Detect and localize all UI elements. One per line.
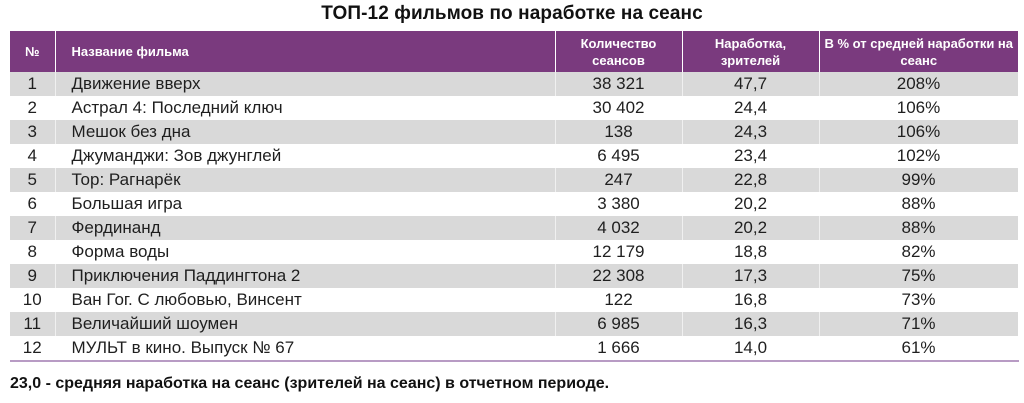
cell-num: 6 bbox=[10, 192, 56, 216]
cell-film-name: Приключения Паддингтона 2 bbox=[55, 264, 556, 288]
cell-percent: 106% bbox=[819, 120, 1019, 144]
cell-sessions: 122 bbox=[555, 288, 683, 312]
cell-per-session: 17,3 bbox=[682, 264, 820, 288]
column-header-sessions: Количество сеансов bbox=[555, 31, 683, 72]
table-row: 8 Форма воды 12 179 18,8 82% bbox=[10, 240, 1019, 264]
cell-film-name: Ван Гог. С любовью, Винсент bbox=[55, 288, 556, 312]
cell-num: 11 bbox=[10, 312, 56, 336]
cell-per-session: 20,2 bbox=[682, 216, 820, 240]
cell-sessions: 1 666 bbox=[555, 336, 683, 362]
cell-film-name: Большая игра bbox=[55, 192, 556, 216]
cell-sessions: 138 bbox=[555, 120, 683, 144]
cell-per-session: 23,4 bbox=[682, 144, 820, 168]
cell-sessions: 247 bbox=[555, 168, 683, 192]
table-row: 4 Джуманджи: Зов джунглей 6 495 23,4 102… bbox=[10, 144, 1019, 168]
cell-per-session: 24,4 bbox=[682, 96, 820, 120]
table-row: 6 Большая игра 3 380 20,2 88% bbox=[10, 192, 1019, 216]
table-row: 10 Ван Гог. С любовью, Винсент 122 16,8 … bbox=[10, 288, 1019, 312]
cell-num: 5 bbox=[10, 168, 56, 192]
cell-per-session: 14,0 bbox=[682, 336, 820, 362]
cell-sessions: 22 308 bbox=[555, 264, 683, 288]
cell-percent: 208% bbox=[819, 72, 1019, 96]
cell-sessions: 30 402 bbox=[555, 96, 683, 120]
top-films-table: № Название фильма Количество сеансов Нар… bbox=[10, 31, 1019, 362]
cell-per-session: 24,3 bbox=[682, 120, 820, 144]
cell-film-name: Фердинанд bbox=[55, 216, 556, 240]
cell-percent: 88% bbox=[819, 216, 1019, 240]
cell-sessions: 3 380 bbox=[555, 192, 683, 216]
cell-sessions: 4 032 bbox=[555, 216, 683, 240]
cell-percent: 106% bbox=[819, 96, 1019, 120]
cell-num: 8 bbox=[10, 240, 56, 264]
cell-film-name: Джуманджи: Зов джунглей bbox=[55, 144, 556, 168]
cell-per-session: 47,7 bbox=[682, 72, 820, 96]
table-row: 12 МУЛЬТ в кино. Выпуск № 67 1 666 14,0 … bbox=[10, 336, 1019, 362]
cell-num: 9 bbox=[10, 264, 56, 288]
cell-per-session: 18,8 bbox=[682, 240, 820, 264]
cell-film-name: МУЛЬТ в кино. Выпуск № 67 bbox=[55, 336, 556, 362]
cell-film-name: Астрал 4: Последний ключ bbox=[55, 96, 556, 120]
column-header-name: Название фильма bbox=[55, 31, 556, 72]
table-row: 1 Движение вверх 38 321 47,7 208% bbox=[10, 72, 1019, 96]
cell-percent: 88% bbox=[819, 192, 1019, 216]
table-header-row: № Название фильма Количество сеансов Нар… bbox=[10, 31, 1018, 72]
cell-sessions: 6 985 bbox=[555, 312, 683, 336]
cell-sessions: 6 495 bbox=[555, 144, 683, 168]
column-header-num: № bbox=[10, 31, 56, 72]
column-header-per-session: Наработка, зрителей bbox=[682, 31, 820, 72]
footnote: 23,0 - средняя наработка на сеанс (зрите… bbox=[10, 375, 610, 392]
cell-film-name: Мешок без дна bbox=[55, 120, 556, 144]
cell-sessions: 12 179 bbox=[555, 240, 683, 264]
page-title: ТОП-12 фильмов по наработке на сеанс bbox=[321, 3, 703, 24]
cell-num: 4 bbox=[10, 144, 56, 168]
cell-percent: 82% bbox=[819, 240, 1019, 264]
cell-percent: 102% bbox=[819, 144, 1019, 168]
cell-percent: 99% bbox=[819, 168, 1019, 192]
table-row: 2 Астрал 4: Последний ключ 30 402 24,4 1… bbox=[10, 96, 1019, 120]
cell-per-session: 20,2 bbox=[682, 192, 820, 216]
cell-num: 12 bbox=[10, 336, 56, 362]
cell-percent: 61% bbox=[819, 336, 1019, 362]
column-header-percent: В % от средней наработки на сеанс bbox=[819, 31, 1018, 72]
table-row: 3 Мешок без дна 138 24,3 106% bbox=[10, 120, 1019, 144]
table-row: 7 Фердинанд 4 032 20,2 88% bbox=[10, 216, 1019, 240]
cell-sessions: 38 321 bbox=[555, 72, 683, 96]
cell-per-session: 16,3 bbox=[682, 312, 820, 336]
cell-film-name: Тор: Рагнарёк bbox=[55, 168, 556, 192]
cell-film-name: Величайший шоумен bbox=[55, 312, 556, 336]
cell-percent: 75% bbox=[819, 264, 1019, 288]
cell-num: 1 bbox=[10, 72, 56, 96]
cell-percent: 73% bbox=[819, 288, 1019, 312]
cell-num: 7 bbox=[10, 216, 56, 240]
cell-film-name: Форма воды bbox=[55, 240, 556, 264]
cell-num: 10 bbox=[10, 288, 56, 312]
cell-film-name: Движение вверх bbox=[55, 72, 556, 96]
table-row: 11 Величайший шоумен 6 985 16,3 71% bbox=[10, 312, 1019, 336]
cell-per-session: 16,8 bbox=[682, 288, 820, 312]
table-row: 5 Тор: Рагнарёк 247 22,8 99% bbox=[10, 168, 1019, 192]
table-row: 9 Приключения Паддингтона 2 22 308 17,3 … bbox=[10, 264, 1019, 288]
cell-num: 2 bbox=[10, 96, 56, 120]
cell-num: 3 bbox=[10, 120, 56, 144]
cell-percent: 71% bbox=[819, 312, 1019, 336]
cell-per-session: 22,8 bbox=[682, 168, 820, 192]
